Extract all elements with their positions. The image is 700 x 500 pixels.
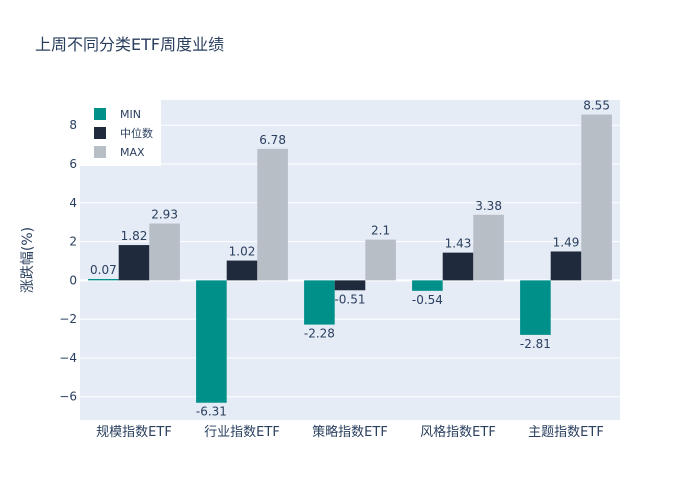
- data-label: 2.1: [371, 224, 390, 238]
- bar-中位数-0[interactable]: [118, 245, 150, 281]
- data-label: -0.51: [334, 292, 365, 306]
- bar-MIN-4[interactable]: [520, 280, 551, 335]
- legend-label[interactable]: MAX: [120, 146, 145, 159]
- chart-title: 上周不同分类ETF周度业绩: [35, 35, 224, 54]
- data-label: 1.82: [121, 229, 148, 243]
- x-tick-label: 规模指数ETF: [96, 425, 172, 440]
- x-axis: 规模指数ETF 行业指数ETF 策略指数ETF 风格指数ETF 主题指数ETF: [96, 424, 604, 440]
- bars: [88, 114, 612, 403]
- y-tick-label: 6: [69, 157, 77, 171]
- data-label: -2.28: [304, 327, 335, 341]
- data-label: 8.55: [583, 99, 610, 113]
- bar-MAX-4[interactable]: [581, 114, 612, 281]
- data-label: 0.07: [90, 263, 117, 277]
- data-label: 2.93: [151, 208, 178, 222]
- y-tick-label: 2: [69, 235, 77, 249]
- y-tick-label: −4: [59, 351, 77, 365]
- data-label: 1.49: [553, 235, 580, 249]
- legend-swatch[interactable]: [94, 127, 106, 139]
- bar-MAX-2[interactable]: [365, 239, 396, 281]
- bar-MIN-3[interactable]: [412, 280, 443, 291]
- y-tick-label: 8: [69, 118, 77, 132]
- data-label: 6.78: [259, 133, 286, 147]
- y-tick-label: −2: [59, 312, 77, 326]
- y-axis-title: 涨跌幅(%): [20, 227, 36, 293]
- x-tick-label: 风格指数ETF: [420, 424, 496, 440]
- bar-MAX-3[interactable]: [473, 214, 504, 281]
- data-label: -6.31: [196, 405, 227, 419]
- y-tick-label: 0: [69, 273, 77, 287]
- bar-MAX-0[interactable]: [149, 223, 180, 281]
- data-label: 3.38: [475, 199, 502, 213]
- data-label: 1.02: [229, 245, 256, 259]
- legend[interactable]: MIN 中位数 MAX: [80, 100, 161, 166]
- x-tick-label: 主题指数ETF: [528, 425, 604, 440]
- data-labels: 0.07 1.822.93 -6.31 1.02 6.78 -2.28 -0.51 2.1 -0…: [90, 99, 610, 419]
- x-tick-label: 行业指数ETF: [204, 425, 280, 440]
- data-label: -2.81: [520, 337, 551, 351]
- data-label: 1.43: [445, 237, 472, 251]
- bar-MIN-0[interactable]: [88, 279, 119, 281]
- bar-中位数-2[interactable]: [334, 280, 366, 291]
- data-label: -0.54: [412, 293, 443, 307]
- legend-label[interactable]: MIN: [120, 108, 141, 121]
- bar-MIN-2[interactable]: [304, 280, 335, 325]
- y-tick-label: −6: [59, 390, 77, 404]
- y-axis: −6 −4 −2 0 2 4 6 8: [59, 118, 77, 404]
- y-tick-label: 4: [69, 196, 77, 210]
- bar-MIN-1[interactable]: [196, 280, 227, 403]
- bar-中位数-1[interactable]: [226, 260, 258, 281]
- bar-中位数-4[interactable]: [550, 251, 582, 281]
- bar-中位数-3[interactable]: [442, 252, 474, 281]
- legend-box: [80, 100, 161, 166]
- legend-label[interactable]: 中位数: [120, 126, 153, 140]
- legend-swatch[interactable]: [94, 108, 106, 120]
- x-tick-label: 策略指数ETF: [312, 424, 388, 440]
- bar-MAX-1[interactable]: [257, 148, 288, 281]
- legend-swatch[interactable]: [94, 146, 106, 158]
